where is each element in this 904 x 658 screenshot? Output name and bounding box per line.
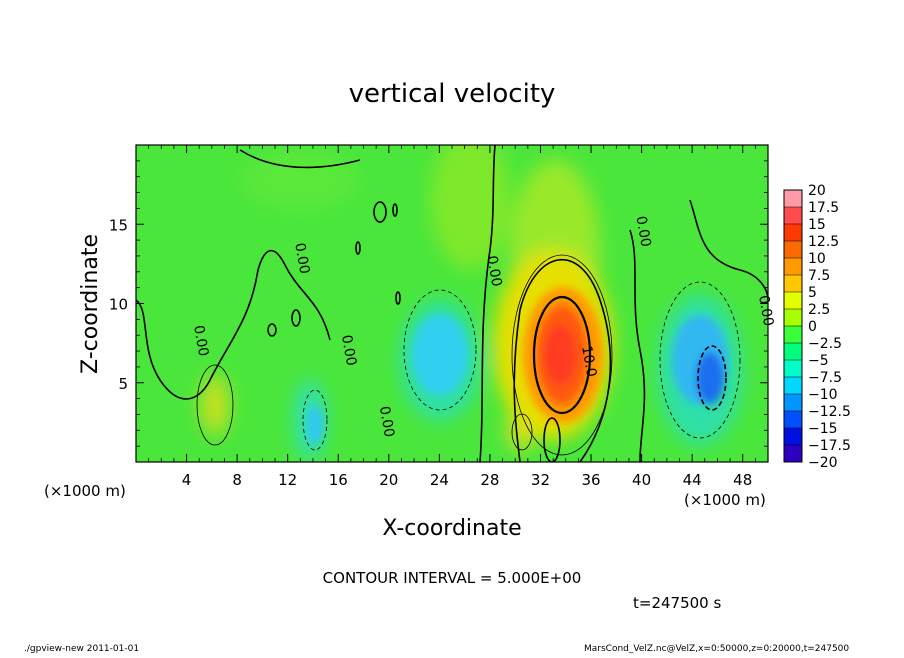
- x-tick-label: 40: [632, 471, 651, 489]
- contour-label: 0.00: [755, 294, 776, 327]
- colorbar-swatch: [784, 377, 802, 395]
- colorbar-swatch: [784, 190, 802, 208]
- colorbar-swatch: [784, 394, 802, 412]
- contour-labels: 0.00 0.00 0.00 0.00 0.00 10.0 0.00 0.00: [190, 215, 776, 439]
- colorbar-swatch: [784, 241, 802, 259]
- colorbar-label: 12.5: [808, 234, 839, 250]
- chart-title: vertical velocity: [349, 79, 556, 109]
- colorbar-swatch: [784, 326, 802, 344]
- colorbar-swatch: [784, 428, 802, 446]
- x-tick-label: 4: [182, 471, 192, 489]
- colorbar-swatch: [784, 207, 802, 225]
- contour-label: 0.00: [483, 254, 504, 287]
- colorbar-swatch: [784, 224, 802, 242]
- colorbar-label: 10: [808, 251, 826, 267]
- x-axis-title: X-coordinate: [382, 516, 521, 541]
- contour-lines: [136, 145, 768, 462]
- contour-label: 0.00: [291, 242, 312, 275]
- colorbar-label: 2.5: [808, 302, 830, 318]
- y-axis-title: Z-coordinate: [78, 234, 103, 374]
- y-axis-ticks: 5 10 15: [109, 160, 768, 447]
- colorbar-label: 15: [808, 217, 826, 233]
- contour-label: 0.00: [338, 334, 359, 367]
- contour-label: 0.00: [190, 324, 211, 357]
- colorbar-label: 5: [808, 285, 817, 301]
- colorbar-label: −7.5: [808, 370, 842, 386]
- colorbar-swatch: [784, 309, 802, 327]
- field-cores: [307, 287, 728, 445]
- plot-area: [136, 145, 768, 462]
- x-unit-right: (×1000 m): [684, 491, 766, 509]
- x-unit-left: (×1000 m): [44, 482, 126, 500]
- x-tick-label: 36: [581, 471, 600, 489]
- colorbar-swatch: [784, 292, 802, 310]
- colorbar-label: 20: [808, 183, 826, 199]
- time-text: t=247500 s: [633, 594, 721, 612]
- contour-label: 10.0: [578, 345, 599, 378]
- x-tick-label: 16: [329, 471, 348, 489]
- colorbar-swatch: [784, 275, 802, 293]
- colorbar-label: 17.5: [808, 200, 839, 216]
- footer-right: MarsCond_VelZ.nc@VelZ,x=0:50000,z=0:2000…: [584, 644, 849, 654]
- colorbar-label: −10: [808, 387, 838, 403]
- y-tick-label: 5: [118, 375, 128, 393]
- x-tick-label: 8: [232, 471, 242, 489]
- colorbar-label: −2.5: [808, 336, 842, 352]
- x-tick-label: 44: [683, 471, 702, 489]
- x-tick-label: 48: [733, 471, 752, 489]
- x-tick-label: 28: [480, 471, 499, 489]
- contour-label: 0.00: [376, 405, 397, 438]
- colorbar-label: 0: [808, 319, 817, 335]
- contour-label: 0.00: [632, 215, 653, 248]
- colorbar-swatch: [784, 343, 802, 361]
- x-tick-label: 12: [278, 471, 297, 489]
- colorbar-swatch: [784, 258, 802, 276]
- colorbar-label: −5: [808, 353, 829, 369]
- colorbar-label: −12.5: [808, 404, 851, 420]
- colorbar-label: −20: [808, 455, 838, 471]
- x-tick-label: 20: [379, 471, 398, 489]
- colorbar-label: −15: [808, 421, 838, 437]
- footer-left: ./gpview-new 2011-01-01: [24, 644, 139, 654]
- colorbar: 2017.51512.5107.552.50−2.5−5−7.5−10−12.5…: [783, 183, 851, 471]
- colorbar-swatch: [784, 411, 802, 429]
- y-tick-label: 10: [109, 296, 128, 314]
- colorbar-swatch: [784, 360, 802, 378]
- colorbar-swatch: [784, 445, 802, 463]
- colorbar-label: 7.5: [808, 268, 830, 284]
- contour-interval-text: CONTOUR INTERVAL = 5.000E+00: [323, 569, 582, 587]
- x-tick-label: 32: [531, 471, 550, 489]
- y-tick-label: 15: [109, 216, 128, 234]
- x-tick-label: 24: [430, 471, 449, 489]
- x-axis-ticks: 4 8 12 16 20 24 28 32 36 40 44 48: [148, 145, 756, 489]
- colorbar-label: −17.5: [808, 438, 851, 454]
